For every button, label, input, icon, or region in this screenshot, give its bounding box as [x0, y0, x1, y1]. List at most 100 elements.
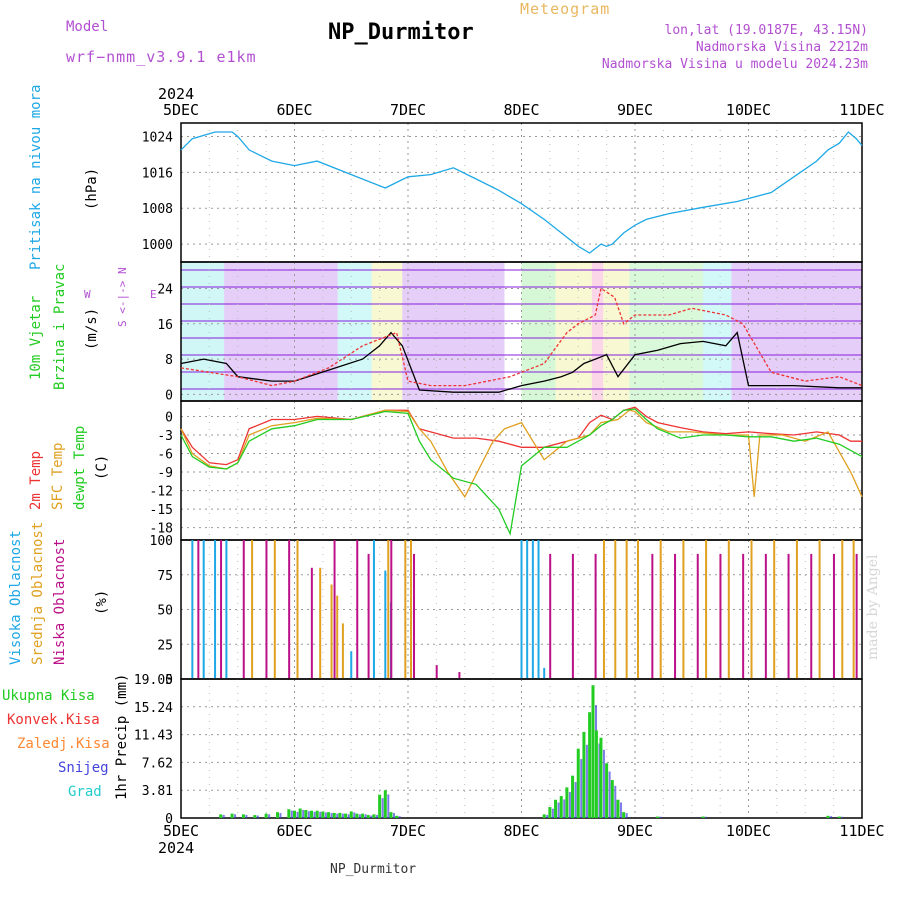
data-bar — [588, 712, 592, 818]
data-bar — [367, 553, 370, 679]
data-bar — [526, 540, 529, 679]
data-bar — [355, 813, 359, 818]
y-tick-label: 25 — [157, 638, 173, 653]
lonlat-text: lon,lat (19.0187E, 43.15N) — [664, 23, 869, 38]
y-tick-label: -15 — [150, 503, 173, 518]
wind-barb-band — [591, 262, 604, 401]
data-bar — [296, 811, 299, 818]
series-line — [180, 406, 862, 466]
y-tick-label: -18 — [150, 522, 173, 537]
data-bar — [344, 813, 348, 818]
y-tick-label: -6 — [157, 448, 173, 463]
data-bar — [410, 540, 412, 679]
data-bar — [696, 553, 699, 679]
x-tick-label-top: 11DEC — [839, 101, 884, 119]
data-bar — [549, 553, 552, 679]
series-line — [180, 287, 863, 387]
wind-barb-band — [703, 262, 732, 401]
data-bar — [582, 731, 586, 818]
data-bar — [364, 814, 367, 818]
data-bar — [338, 812, 342, 818]
x-tick-label-bottom: 10DEC — [726, 822, 771, 840]
meteogram-label: Meteogram — [520, 0, 611, 18]
data-bar — [787, 553, 790, 679]
x-tick-label-bottom: 8DEC — [503, 822, 539, 840]
y-tick-label: 15.24 — [134, 701, 173, 716]
data-bar — [389, 812, 393, 818]
data-bar — [220, 540, 223, 679]
data-bar — [554, 799, 558, 818]
data-bar — [366, 815, 370, 818]
data-bar — [296, 540, 299, 679]
wind-barb-band — [603, 262, 630, 401]
data-bar — [520, 540, 523, 679]
data-bar — [361, 813, 365, 818]
data-bar — [705, 816, 708, 818]
data-bar — [682, 540, 685, 679]
wind-barb-band — [224, 262, 338, 401]
data-bar — [287, 809, 291, 818]
data-bar — [251, 540, 254, 679]
data-bar — [275, 812, 279, 818]
data-bar — [608, 771, 611, 818]
dewpoint-axis-label: dewpt Temp — [72, 426, 88, 510]
data-bar — [591, 685, 595, 818]
data-bar — [358, 814, 361, 818]
data-bar — [330, 584, 333, 679]
data-bar — [234, 814, 237, 818]
data-bar — [336, 813, 339, 818]
wind-compass-east: E — [150, 288, 157, 301]
wind-barb-band — [555, 262, 592, 401]
page-title: NP_Durmitor — [328, 20, 474, 45]
data-bar — [750, 540, 753, 679]
data-bar — [826, 815, 830, 818]
precip-legend-item: Konvek.Kisa — [7, 712, 100, 728]
data-bar — [310, 810, 314, 818]
data-bar — [302, 809, 305, 818]
station-footer: NP_Durmitor — [330, 862, 417, 877]
data-bar — [353, 812, 356, 818]
data-bar — [197, 540, 200, 679]
data-bar — [202, 540, 205, 679]
data-bar — [542, 814, 546, 818]
data-bar — [841, 816, 844, 818]
y-tick-label: -12 — [150, 485, 173, 500]
wind-compass-west: W — [84, 288, 91, 301]
data-bar — [559, 796, 563, 818]
sfc-temp-axis-label: SFC Temp — [50, 443, 66, 510]
data-bar — [458, 672, 461, 679]
data-bar — [350, 651, 353, 679]
wind-barb-band — [521, 262, 556, 401]
y-tick-label: 0 — [165, 673, 173, 688]
data-bar — [435, 665, 438, 679]
series-line — [180, 408, 863, 536]
data-bar — [551, 808, 554, 818]
data-bar — [324, 812, 327, 818]
data-bar — [279, 813, 282, 818]
y-tick-label: -3 — [157, 429, 173, 444]
y-tick-label: 50 — [157, 604, 173, 619]
data-bar — [293, 810, 296, 818]
year-label-bottom: 2024 — [158, 839, 194, 857]
data-bar — [546, 814, 549, 818]
data-bar — [610, 780, 614, 818]
data-bar — [832, 553, 835, 679]
y-tick-label: 3.81 — [142, 784, 173, 799]
wind-barb-band — [371, 262, 403, 401]
data-bar — [719, 553, 722, 679]
data-bar — [370, 815, 373, 818]
model-label: Model — [66, 19, 109, 35]
pressure-axis-label: Pritisak na nivou mora — [28, 85, 44, 270]
data-bar — [625, 813, 628, 818]
data-bar — [321, 811, 325, 818]
data-bar — [585, 744, 588, 818]
data-bar — [290, 810, 293, 818]
data-bar — [332, 812, 336, 818]
low-cloud-axis-label: Niska Oblacnost — [52, 539, 68, 665]
data-bar — [347, 814, 350, 818]
data-bar — [253, 815, 257, 818]
y-tick-label: -9 — [157, 466, 173, 481]
x-tick-label-top: 6DEC — [276, 101, 312, 119]
y-tick-label: 24 — [157, 282, 173, 297]
